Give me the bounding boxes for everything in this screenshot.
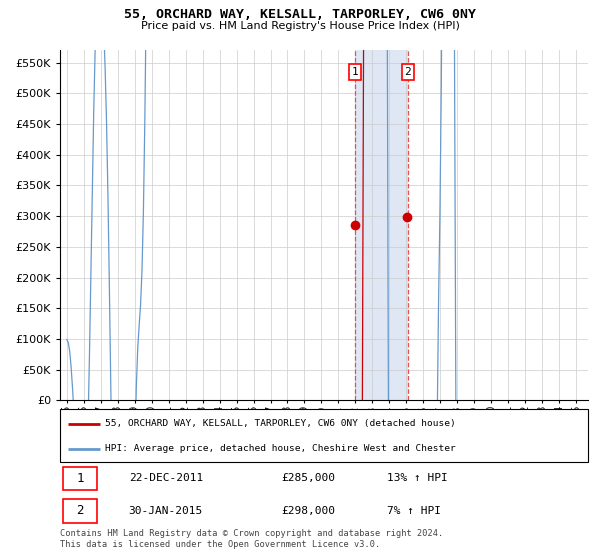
Text: HPI: Average price, detached house, Cheshire West and Chester: HPI: Average price, detached house, Ches… bbox=[105, 444, 455, 453]
Text: 30-JAN-2015: 30-JAN-2015 bbox=[128, 506, 203, 516]
Text: 7% ↑ HPI: 7% ↑ HPI bbox=[388, 506, 442, 516]
Text: 1: 1 bbox=[76, 472, 84, 485]
Text: Price paid vs. HM Land Registry's House Price Index (HPI): Price paid vs. HM Land Registry's House … bbox=[140, 21, 460, 31]
Text: 2: 2 bbox=[404, 67, 411, 77]
Text: 22-DEC-2011: 22-DEC-2011 bbox=[128, 473, 203, 483]
Text: 55, ORCHARD WAY, KELSALL, TARPORLEY, CW6 0NY: 55, ORCHARD WAY, KELSALL, TARPORLEY, CW6… bbox=[124, 8, 476, 21]
Text: 1: 1 bbox=[352, 67, 358, 77]
FancyBboxPatch shape bbox=[62, 500, 97, 522]
Text: Contains HM Land Registry data © Crown copyright and database right 2024.
This d: Contains HM Land Registry data © Crown c… bbox=[60, 529, 443, 549]
Bar bbox=[355, 50, 407, 400]
FancyBboxPatch shape bbox=[62, 466, 97, 490]
Text: £298,000: £298,000 bbox=[282, 506, 336, 516]
Text: 55, ORCHARD WAY, KELSALL, TARPORLEY, CW6 0NY (detached house): 55, ORCHARD WAY, KELSALL, TARPORLEY, CW6… bbox=[105, 419, 455, 428]
Text: 2: 2 bbox=[76, 505, 84, 517]
Text: £285,000: £285,000 bbox=[282, 473, 336, 483]
Text: 13% ↑ HPI: 13% ↑ HPI bbox=[388, 473, 448, 483]
FancyBboxPatch shape bbox=[60, 409, 588, 462]
